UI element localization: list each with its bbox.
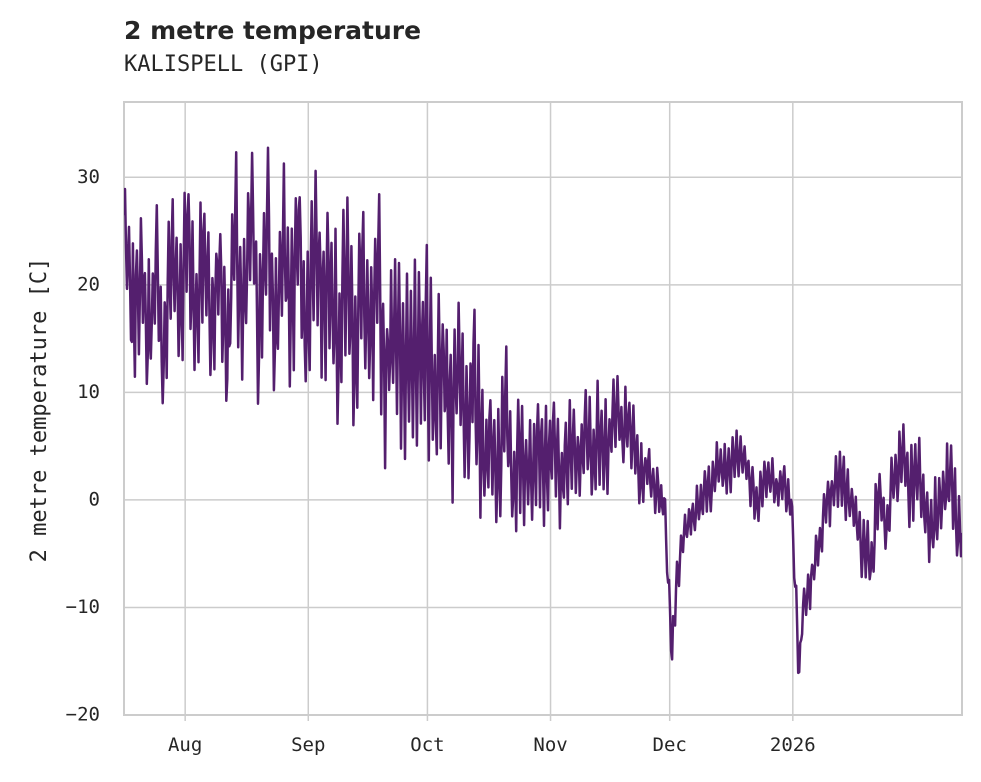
y-tick-label: 20 [77,273,100,295]
x-axis-ticks: Aug Sep Oct Nov Dec 2026 [168,715,816,756]
x-tick-label: 2026 [770,734,816,756]
x-tick-label: Dec [653,734,687,756]
y-tick-label: 0 [89,488,100,510]
grid-lines [124,102,962,716]
y-tick-label: −10 [66,596,100,618]
x-tick-label: Oct [410,734,444,756]
plot-frame [123,101,963,716]
chart-title: 2 metre temperature [124,16,422,45]
y-axis-label: 2 metre temperature [C] [27,258,52,563]
y-tick-label: 30 [77,166,100,188]
series-group [124,146,962,675]
y-tick-label: −20 [66,704,100,726]
chart-subtitle: KALISPELL (GPI) [124,52,323,77]
y-tick-label: 10 [77,381,100,403]
x-tick-label: Sep [291,734,325,756]
y-axis-ticks: −20 −10 0 10 20 30 [66,166,100,726]
x-tick-label: Aug [168,734,202,756]
temperature-series-line [124,146,962,675]
x-tick-label: Nov [533,734,567,756]
